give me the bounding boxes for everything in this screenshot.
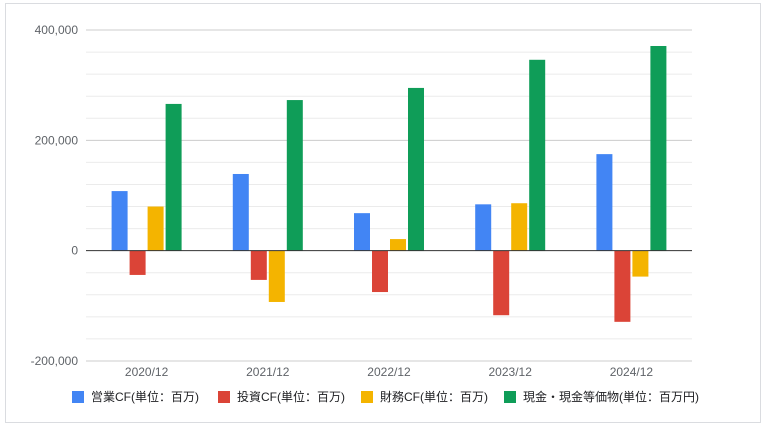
legend-swatch-4 xyxy=(504,391,516,403)
bar-4-2021-12 xyxy=(286,100,303,251)
bar-1-2023-12 xyxy=(475,204,492,251)
bar-2-2022-12 xyxy=(372,250,388,293)
bar-1-2021-12 xyxy=(232,173,249,251)
x-tick-label: 2021/12 xyxy=(246,365,290,379)
x-tick-label: 2024/12 xyxy=(610,365,654,379)
y-tick-label: 200,000 xyxy=(35,133,79,147)
legend-label-2: 投資CF(単位：百万) xyxy=(237,389,345,404)
legend-label-3: 財務CF(単位：百万) xyxy=(380,389,488,404)
bar-4-2023-12 xyxy=(529,59,546,251)
bar-1-2020-12 xyxy=(111,191,128,251)
bar-3-2022-12 xyxy=(390,239,406,251)
x-tick-label: 2023/12 xyxy=(489,365,533,379)
bar-3-2020-12 xyxy=(147,206,164,251)
bar-3-2023-12 xyxy=(511,203,528,251)
bar-layer xyxy=(111,45,667,322)
bar-4-2024-12 xyxy=(650,45,667,251)
y-tick-label: -200,000 xyxy=(31,354,79,368)
y-tick-label: 400,000 xyxy=(35,23,79,37)
bar-2-2020-12 xyxy=(129,250,146,275)
bar-3-2021-12 xyxy=(268,250,285,302)
bar-4-2020-12 xyxy=(165,103,182,251)
bar-2-2023-12 xyxy=(493,250,510,316)
legend: 営業CF(単位：百万) 投資CF(単位：百万) 財務CF(単位：百万) 現金・現金等価… xyxy=(72,389,699,404)
legend-swatch-2 xyxy=(218,391,230,403)
bar-3-2024-12 xyxy=(632,250,649,277)
chart-frame xyxy=(5,3,761,423)
bar-2-2024-12 xyxy=(614,250,631,322)
legend-label-1: 営業CF(単位：百万) xyxy=(91,389,199,404)
bar-4-2022-12 xyxy=(408,87,424,251)
bar-2-2021-12 xyxy=(250,250,267,280)
legend-swatch-1 xyxy=(72,391,84,403)
legend-swatch-3 xyxy=(361,391,373,403)
grid-layer xyxy=(86,29,692,362)
legend-label-4: 現金・現金等価物(単位：百万円) xyxy=(523,389,699,404)
bar-1-2024-12 xyxy=(596,154,613,251)
y-tick-label: 0 xyxy=(71,244,78,258)
axis-layer: 400,000 200,000 0 -200,000 2020/12 2021/12 202… xyxy=(31,23,692,379)
bar-1-2022-12 xyxy=(354,213,370,251)
x-tick-label: 2020/12 xyxy=(125,365,169,379)
x-tick-label: 2022/12 xyxy=(367,365,411,379)
